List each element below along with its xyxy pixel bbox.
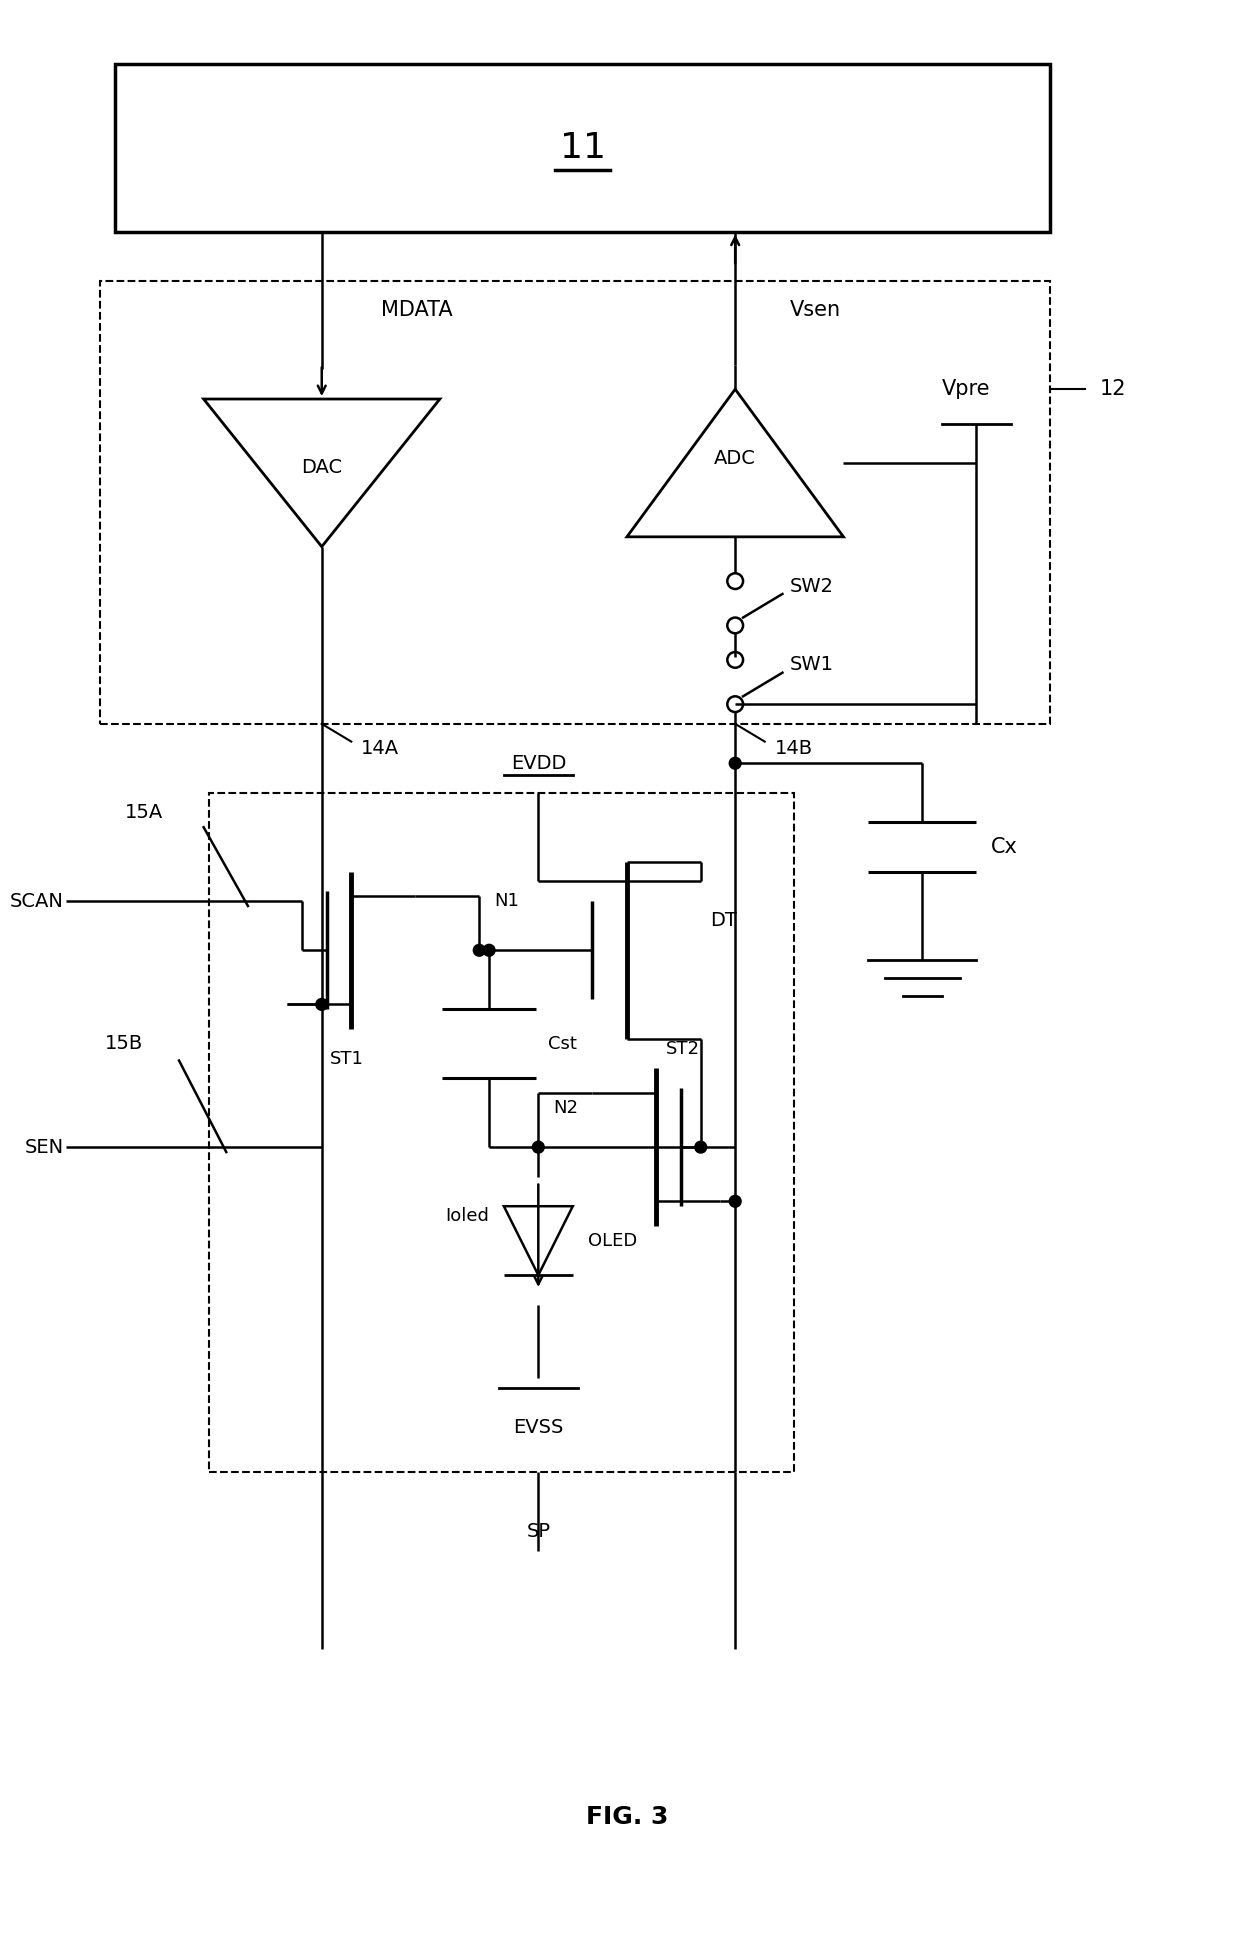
Text: 12: 12 xyxy=(1100,379,1126,399)
Text: EVSS: EVSS xyxy=(513,1418,563,1438)
Circle shape xyxy=(474,944,485,956)
Text: Vsen: Vsen xyxy=(790,300,841,321)
Text: ADC: ADC xyxy=(714,449,756,468)
Text: SP: SP xyxy=(526,1521,551,1540)
Text: Cx: Cx xyxy=(991,838,1018,857)
Text: FIG. 3: FIG. 3 xyxy=(585,1805,668,1829)
Text: ST1: ST1 xyxy=(330,1049,363,1068)
Text: ST2: ST2 xyxy=(666,1039,701,1058)
Text: SCAN: SCAN xyxy=(10,892,63,911)
Text: N1: N1 xyxy=(494,892,518,909)
Text: EVDD: EVDD xyxy=(511,755,565,772)
Text: Ioled: Ioled xyxy=(445,1207,489,1225)
Circle shape xyxy=(729,1196,742,1207)
Circle shape xyxy=(729,757,742,768)
Text: 15B: 15B xyxy=(105,1035,144,1053)
Bar xyxy=(115,64,1050,232)
Text: 15A: 15A xyxy=(125,803,164,822)
Text: SW2: SW2 xyxy=(790,577,833,596)
Circle shape xyxy=(316,998,327,1010)
Text: MDATA: MDATA xyxy=(381,300,453,321)
Text: OLED: OLED xyxy=(588,1233,637,1250)
Text: Vpre: Vpre xyxy=(942,379,991,399)
Bar xyxy=(208,793,795,1473)
Circle shape xyxy=(484,944,495,956)
Text: Cst: Cst xyxy=(548,1035,577,1053)
Circle shape xyxy=(532,1142,544,1153)
Text: DT: DT xyxy=(711,911,738,931)
Text: SEN: SEN xyxy=(25,1138,63,1157)
Circle shape xyxy=(694,1142,707,1153)
Text: 14A: 14A xyxy=(361,739,399,759)
Text: DAC: DAC xyxy=(301,459,342,478)
Text: SW1: SW1 xyxy=(790,656,833,673)
Bar xyxy=(100,281,1050,724)
Text: 11: 11 xyxy=(559,132,605,164)
Text: 14B: 14B xyxy=(775,739,812,759)
Text: N2: N2 xyxy=(553,1099,578,1116)
